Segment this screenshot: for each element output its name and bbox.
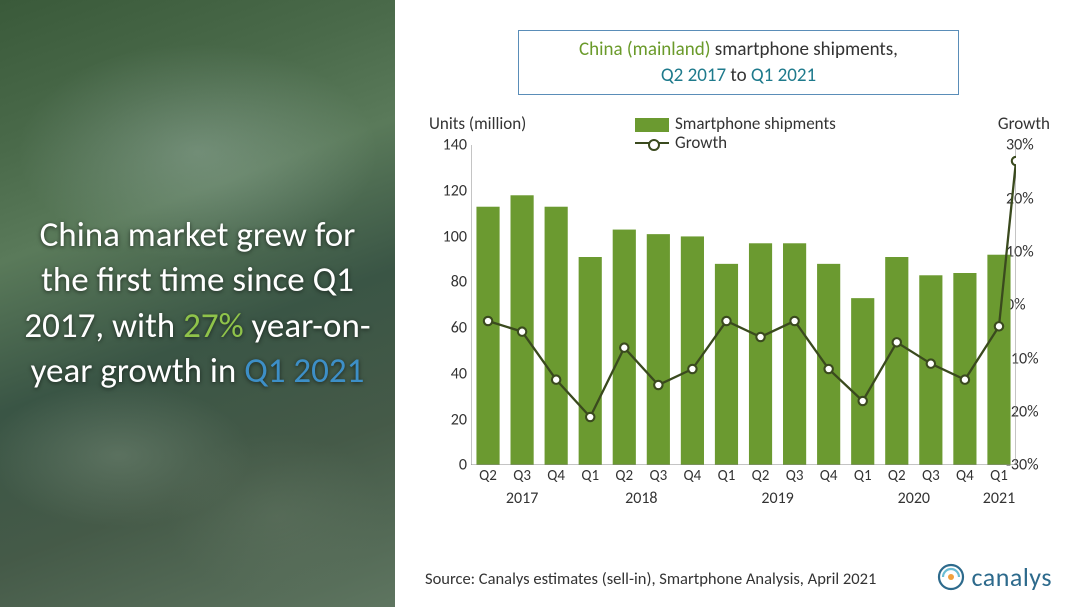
legend-line-icon bbox=[635, 142, 669, 144]
y-left-axis-title: Units (million) bbox=[429, 113, 526, 134]
y-left-ticks: 020406080100120140 bbox=[425, 145, 467, 465]
chart-title-p1: China (mainland) bbox=[579, 38, 710, 61]
plot-area bbox=[471, 145, 1016, 465]
headline-quarter: Q1 2021 bbox=[244, 350, 364, 392]
chart-title: China (mainland) smartphone shipments, Q… bbox=[518, 30, 959, 95]
logo: canalys bbox=[937, 561, 1052, 593]
chart-title-p2: smartphone shipments, bbox=[710, 38, 897, 61]
logo-text: canalys bbox=[971, 561, 1052, 593]
headline-percent: 27% bbox=[183, 305, 244, 347]
chart-title-p5: Q1 2021 bbox=[751, 64, 816, 87]
legend-swatch-icon bbox=[635, 118, 669, 132]
chart-title-p3: Q2 2017 bbox=[661, 64, 726, 87]
chart-title-p4: to bbox=[726, 64, 751, 87]
logo-icon bbox=[937, 563, 965, 591]
source-text: Source: Canalys estimates (sell-in), Sma… bbox=[425, 569, 876, 589]
chart: Units (million) Growth Smartphone shipme… bbox=[425, 113, 1050, 533]
y-right-axis-title: Growth bbox=[998, 113, 1050, 134]
headline: China market grew for the first time sin… bbox=[22, 213, 373, 395]
